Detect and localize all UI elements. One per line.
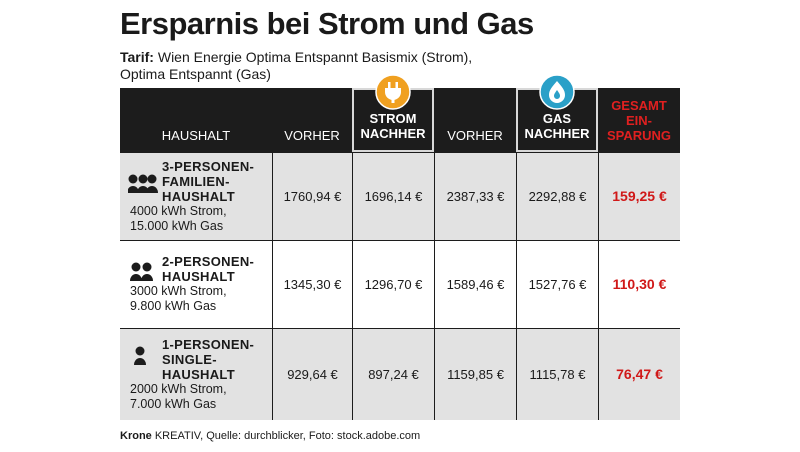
value: 1345,30 € — [283, 276, 342, 292]
subtitle: Tarif: Wien Energie Optima Entspannt Bas… — [120, 49, 600, 83]
household-label: 2-PERSONEN- HAUSHALT 3000 kWh Strom, 9.800 … — [130, 254, 254, 314]
value-cell: 1159,85 € — [434, 328, 516, 420]
value-cell: 1696,14 € — [352, 152, 434, 240]
subtitle-line: Optima Entspannt (Gas) — [120, 66, 271, 82]
value-cell: 929,64 € — [272, 328, 352, 420]
title: Ersparnis bei Strom und Gas — [120, 6, 534, 41]
household-label: 3-PERSONEN- FAMILIEN- HAUSHALT 4000 kWh Str… — [130, 159, 254, 234]
household-title: HAUSHALT — [162, 188, 235, 204]
household-cell: 1-PERSONEN- SINGLE- HAUSHALT 2000 kWh Strom… — [120, 328, 272, 420]
footer: Krone KREATIV, Quelle: durchblicker, Fot… — [120, 430, 420, 442]
table: HAUSHALT VORHER STROM NACHHER VORHER GAS NACHH… — [120, 74, 680, 420]
total-cell: 76,47 € — [598, 328, 680, 420]
header-line: GAS — [542, 111, 572, 126]
value: 1159,85 € — [447, 366, 504, 382]
footer-text: KREATIV, Quelle: durchblicker, Foto: sto… — [154, 430, 421, 442]
household-cell: 3-PERSONEN- FAMILIEN- HAUSHALT 4000 kWh Str… — [120, 152, 272, 240]
plug-icon — [375, 74, 411, 110]
value-cell: 1345,30 € — [272, 240, 352, 328]
value: 897,24 € — [368, 366, 419, 382]
header-line: EIN- — [626, 113, 652, 128]
value-cell: 2292,88 € — [516, 152, 598, 240]
header-line: STROM — [369, 111, 417, 126]
header-line: SPARUNG — [606, 128, 672, 143]
household-title: 2-PERSONEN- — [162, 254, 255, 269]
household-detail: 4000 kWh Strom, — [130, 203, 227, 218]
value-cell: 1115,78 € — [516, 328, 598, 420]
value-cell: 1589,46 € — [434, 240, 516, 328]
total-value: 110,30 € — [612, 276, 667, 292]
household-title: FAMILIEN- — [162, 173, 230, 189]
subtitle-line: Wien Energie Optima Entspannt Basismix (… — [157, 49, 473, 65]
household-title: 1-PERSONEN- — [162, 336, 255, 352]
header-line: NACHHER — [524, 126, 590, 141]
subtitle-label: Tarif: — [120, 49, 154, 65]
flame-icon — [539, 74, 575, 110]
household-detail: 7.000 kWh Gas — [130, 396, 217, 411]
household-label: 1-PERSONEN- SINGLE- HAUSHALT 2000 kWh Strom… — [130, 337, 254, 412]
value-cell: 1527,76 € — [516, 240, 598, 328]
value: 2387,33 € — [446, 188, 505, 204]
total-cell: 110,30 € — [598, 240, 680, 328]
header-line: GESAMT — [611, 98, 667, 113]
people-icon — [130, 262, 153, 281]
household-cell: 2-PERSONEN- HAUSHALT 3000 kWh Strom, 9.800 … — [120, 240, 272, 328]
header-line: NACHHER — [360, 126, 426, 141]
value: 2292,88 € — [528, 188, 587, 204]
header-line: VORHER — [284, 128, 340, 143]
value: 1589,46 € — [446, 276, 505, 292]
household-detail: 3000 kWh Strom, — [130, 284, 227, 298]
value: 1760,94 € — [283, 188, 342, 204]
value-cell: 897,24 € — [352, 328, 434, 420]
people-icon — [134, 346, 146, 365]
value: 1296,70 € — [364, 276, 423, 292]
row-divider — [120, 328, 680, 329]
header-line: HAUSHALT — [161, 128, 231, 143]
column-header: VORHER — [272, 88, 352, 152]
household-title: 3-PERSONEN- — [162, 158, 255, 174]
row-divider — [120, 240, 680, 241]
value: 1527,76 € — [528, 276, 587, 292]
value: 1696,14 € — [364, 188, 423, 204]
value: 1115,78 € — [529, 366, 586, 382]
footer-brand: Krone — [120, 430, 152, 442]
row-divider — [120, 152, 680, 153]
value-cell: 1296,70 € — [352, 240, 434, 328]
total-value: 159,25 € — [612, 188, 667, 204]
header-line: VORHER — [447, 128, 503, 143]
column-header: HAUSHALT — [120, 88, 272, 152]
total-cell: 159,25 € — [598, 152, 680, 240]
people-icon — [128, 174, 158, 193]
column-header: GESAMT EIN- SPARUNG — [598, 88, 680, 152]
column-header: VORHER — [434, 88, 516, 152]
value-cell: 2387,33 € — [434, 152, 516, 240]
household-title: HAUSHALT — [162, 366, 235, 382]
total-value: 76,47 € — [616, 366, 663, 382]
household-detail: 9.800 kWh Gas — [130, 299, 217, 313]
value: 929,64 € — [287, 366, 338, 382]
household-title: HAUSHALT — [162, 269, 235, 284]
household-detail: 15.000 kWh Gas — [130, 218, 224, 233]
value-cell: 1760,94 € — [272, 152, 352, 240]
household-detail: 2000 kWh Strom, — [130, 381, 227, 396]
household-title: SINGLE- — [162, 351, 217, 367]
